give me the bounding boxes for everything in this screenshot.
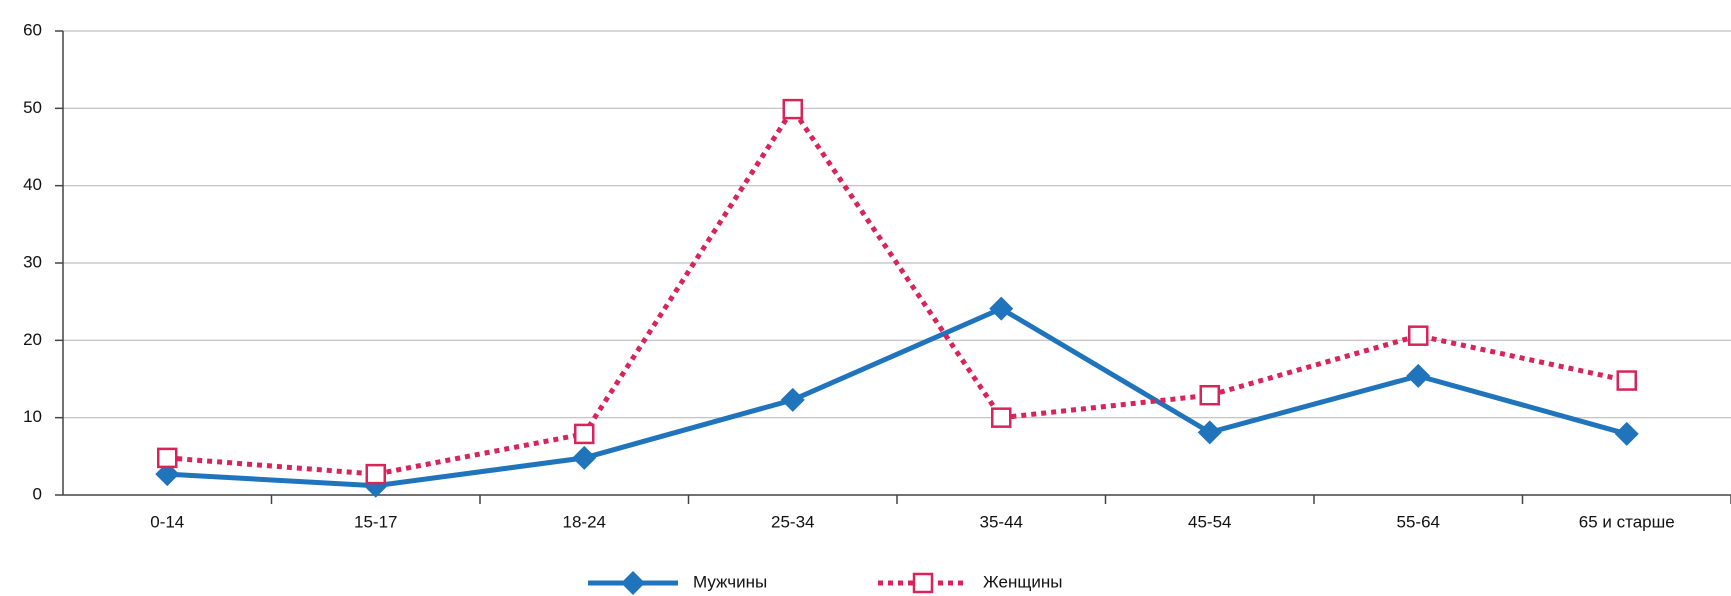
marker (991, 407, 1012, 428)
y-tick-label: 20 (23, 330, 42, 349)
marker (912, 572, 934, 594)
marker (1408, 325, 1429, 346)
marker (1616, 370, 1637, 391)
series-line (167, 104, 1628, 477)
x-tick-label: 65 и старше (1579, 512, 1675, 531)
marker (1199, 384, 1220, 406)
y-tick-label: 30 (23, 252, 42, 271)
x-tick-label: 25-34 (771, 512, 814, 531)
marker (1614, 421, 1639, 446)
x-tick-label: 55-64 (1397, 512, 1440, 531)
marker (572, 445, 597, 470)
marker (621, 571, 645, 595)
marker (1197, 420, 1222, 445)
marker (365, 463, 386, 485)
legend-label: Мужчины (693, 572, 767, 591)
x-tick-label: 35-44 (980, 512, 1023, 531)
y-tick-label: 50 (23, 98, 42, 117)
marker (782, 98, 803, 120)
marker (574, 423, 595, 445)
x-tick-label: 45-54 (1188, 512, 1231, 531)
marker (780, 387, 805, 412)
legend-label: Женщины (983, 572, 1062, 591)
y-tick-label: 10 (23, 407, 42, 426)
x-tick-label: 18-24 (563, 512, 606, 531)
y-tick-label: 40 (23, 175, 42, 194)
x-tick-label: 0-14 (150, 512, 184, 531)
marker (989, 296, 1014, 321)
marker (1406, 363, 1431, 388)
series-line (167, 305, 1628, 489)
y-tick-label: 60 (23, 20, 42, 39)
y-tick-label: 0 (33, 484, 42, 503)
marker (157, 447, 178, 469)
x-tick-label: 15-17 (354, 512, 397, 531)
